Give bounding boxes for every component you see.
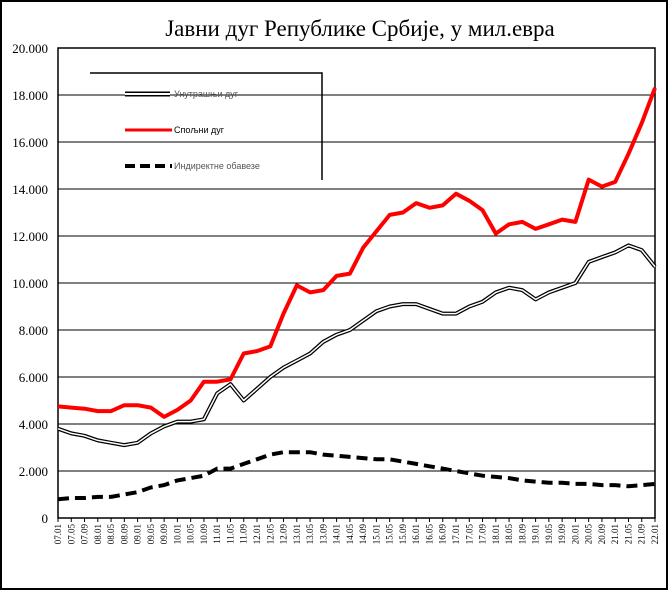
chart-title: Јавни дуг Републике Србије, у мил.евра	[165, 16, 555, 41]
x-tick-label: 11.01	[212, 524, 222, 544]
x-tick-label: 12.01	[252, 524, 262, 544]
x-tick-label: 10.01	[172, 524, 182, 544]
y-tick-label: 18.000	[12, 88, 48, 103]
x-tick-label: 19.09	[557, 524, 567, 545]
y-tick-label: 14.000	[12, 182, 48, 197]
series-line-internal-debt-inner	[57, 244, 656, 446]
x-tick-label: 20.05	[584, 524, 594, 545]
y-tick-label: 6.000	[19, 370, 48, 385]
x-tick-label: 18.01	[491, 524, 501, 544]
x-tick-label: 16.09	[438, 524, 448, 545]
x-tick-label: 19.01	[531, 524, 541, 544]
x-tick-label: 10.05	[186, 524, 196, 545]
legend-label-internal-debt: Унутрашњи дуг	[174, 89, 239, 99]
x-tick-label: 07.01	[53, 524, 63, 544]
x-tick-label: 11.09	[239, 524, 249, 544]
x-tick-label: 12.09	[279, 524, 289, 545]
x-tick-label: 21.01	[610, 524, 620, 544]
y-tick-label: 10.000	[12, 276, 48, 291]
y-tick-label: 4.000	[19, 417, 48, 432]
y-tick-label: 2.000	[19, 464, 48, 479]
y-tick-label: 16.000	[12, 135, 48, 150]
legend: Унутрашњи дуг Спољни дуг Индиректне обав…	[90, 72, 323, 180]
y-tick-label: 8.000	[19, 323, 48, 338]
legend-frame	[90, 72, 323, 180]
x-tick-label: 21.09	[637, 524, 647, 545]
x-tick-label: 14.01	[332, 524, 342, 544]
x-tick-label: 07.09	[80, 524, 90, 545]
x-tick-label: 18.05	[504, 524, 514, 545]
x-tick-label: 17.09	[478, 524, 488, 545]
x-tick-label: 12.05	[265, 524, 275, 545]
x-tick-label: 21.05	[623, 524, 633, 545]
x-tick-label: 09.01	[133, 524, 143, 544]
x-tick-label: 15.09	[398, 524, 408, 545]
x-tick-label: 16.01	[411, 524, 421, 544]
x-tick-label: 17.05	[464, 524, 474, 545]
x-tick-label: 20.09	[597, 524, 607, 545]
y-tick-label: 20.000	[12, 41, 48, 56]
legend-label-indirect-liabilities: Индиректне обавезе	[174, 161, 260, 171]
y-tick-label: 0	[42, 511, 49, 526]
series-line-external-debt	[57, 87, 657, 419]
x-tick-label: 16.05	[424, 524, 434, 545]
x-tick-label: 07.05	[66, 524, 76, 545]
x-tick-label: 13.09	[318, 524, 328, 545]
y-tick-label: 12.000	[12, 229, 48, 244]
x-tick-label: 13.05	[305, 524, 315, 545]
x-tick-label: 08.09	[119, 524, 129, 545]
x-tick-label: 14.09	[358, 524, 368, 545]
x-tick-label: 18.09	[517, 524, 527, 545]
x-tick-label: 09.09	[159, 524, 169, 545]
x-tick-label: 13.01	[292, 524, 302, 544]
x-tick-label: 11.05	[225, 524, 235, 544]
legend-label-external-debt: Спољни дуг	[174, 125, 225, 135]
x-tick-label: 14.05	[345, 524, 355, 545]
x-tick-label: 10.09	[199, 524, 209, 545]
x-tick-label: 22.01	[650, 524, 660, 544]
x-tick-label: 20.01	[570, 524, 580, 544]
x-tick-label: 17.01	[451, 524, 461, 544]
x-tick-label: 15.05	[385, 524, 395, 545]
x-tick-label: 08.05	[106, 524, 116, 545]
x-tick-label: 08.01	[93, 524, 103, 544]
x-tick-label: 09.05	[146, 524, 156, 545]
x-tick-label: 19.05	[544, 524, 554, 545]
x-tick-label: 15.01	[371, 524, 381, 544]
